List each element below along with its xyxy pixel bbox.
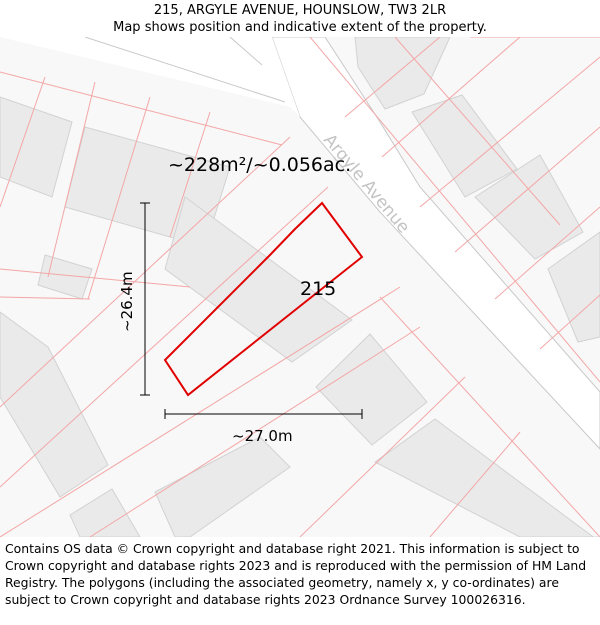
vertical-dimension [140,202,150,396]
property-address: 215, ARGYLE AVENUE, HOUNSLOW, TW3 2LR [153,3,447,18]
parcel-line [344,37,441,118]
parcel-line [394,37,561,226]
building [411,94,518,198]
parcel-line [169,111,211,238]
parcel-line [47,81,96,278]
attribution-text: Contains OS data © Crown copyright and d… [5,541,587,607]
buildings [0,37,600,537]
parcel-line [381,37,521,158]
building [69,488,141,537]
side-road [0,37,300,117]
building [315,333,428,446]
road-network [0,37,600,450]
road-edge [84,37,286,103]
horizontal-dimension-label: ~27.0m [232,427,293,445]
map-canvas[interactable]: Argyle Avenue ~228m²/~0.056ac. 215 ~26.4… [0,37,600,537]
map-subtitle: Map shows position and indicative extent… [113,20,487,35]
parcel-line [0,296,91,300]
road-edge [229,37,263,66]
parcel-line [429,431,521,537]
building [374,418,600,537]
parcel-line [299,376,466,537]
property-boundary[interactable] [163,201,364,397]
parcel-line [539,294,600,350]
vertical-dimension-label: ~26.4m [118,271,136,332]
building [354,37,451,110]
argyle-avenue-road [271,37,600,450]
parcel-line [87,96,151,300]
parcel-line [454,126,600,253]
horizontal-dimension [164,409,363,419]
parcel-line [0,186,329,488]
building [0,96,73,198]
parcel-line [0,71,283,146]
building [164,196,353,363]
parcel-line [0,286,401,537]
plot-number: 215 [300,278,336,300]
parcel-line [89,326,421,537]
map-header: 215, ARGYLE AVENUE, HOUNSLOW, TW3 2LR Ma… [0,0,600,37]
parcel-line [309,37,600,383]
parcel-line [0,268,191,288]
building [0,311,109,498]
parcel-line [0,76,46,208]
building [154,436,291,537]
building [547,231,600,343]
building [474,154,584,260]
parcel-line [419,56,600,208]
area-label: ~228m²/~0.056ac. [168,154,351,176]
parcel-line [494,206,600,300]
parcel-line [379,296,600,537]
